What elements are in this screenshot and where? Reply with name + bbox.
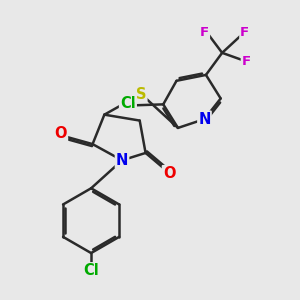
Text: S: S	[136, 87, 146, 102]
Text: N: N	[198, 112, 211, 127]
Text: O: O	[55, 126, 67, 141]
Text: F: F	[240, 26, 249, 39]
Text: O: O	[163, 166, 175, 181]
Text: N: N	[116, 153, 128, 168]
Text: Cl: Cl	[120, 96, 136, 111]
Text: F: F	[242, 55, 251, 68]
Text: F: F	[200, 26, 209, 39]
Text: Cl: Cl	[83, 263, 99, 278]
